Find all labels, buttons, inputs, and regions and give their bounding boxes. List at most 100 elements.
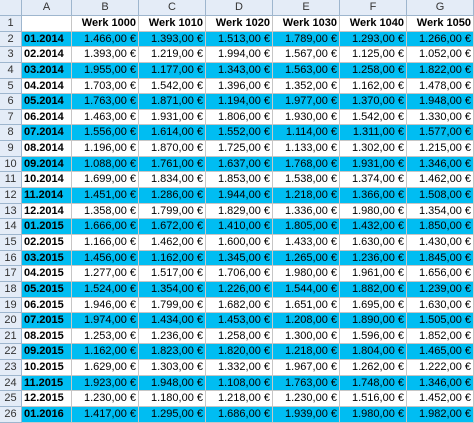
value-cell[interactable]: 1.300,00 €: [273, 328, 340, 345]
row-header[interactable]: 18: [0, 281, 22, 298]
month-cell[interactable]: 07.2014: [22, 125, 72, 142]
value-cell[interactable]: 1.258,00 €: [340, 62, 407, 79]
month-cell[interactable]: 07.2015: [22, 313, 72, 329]
value-cell[interactable]: 1.955,00 €: [72, 62, 139, 79]
month-cell[interactable]: 04.2015: [22, 266, 72, 282]
value-cell[interactable]: 1.393,00 €: [139, 31, 206, 48]
value-cell[interactable]: 1.761,00 €: [139, 156, 206, 173]
value-cell[interactable]: 1.354,00 €: [139, 281, 206, 298]
value-cell[interactable]: 1.208,00 €: [273, 313, 340, 329]
value-cell[interactable]: 1.366,00 €: [340, 188, 407, 204]
value-cell[interactable]: 1.352,00 €: [273, 78, 340, 95]
value-cell[interactable]: 1.563,00 €: [273, 62, 340, 79]
value-cell[interactable]: 1.823,00 €: [139, 344, 206, 361]
column-header[interactable]: F: [340, 0, 407, 16]
value-cell[interactable]: 1.230,00 €: [273, 391, 340, 408]
value-cell[interactable]: 1.630,00 €: [340, 234, 407, 251]
column-header[interactable]: A: [22, 0, 72, 16]
value-cell[interactable]: 1.196,00 €: [72, 141, 139, 157]
value-cell[interactable]: 1.374,00 €: [340, 172, 407, 189]
value-cell[interactable]: 1.967,00 €: [273, 360, 340, 376]
value-cell[interactable]: 1.162,00 €: [340, 78, 407, 95]
value-cell[interactable]: 1.637,00 €: [206, 156, 273, 173]
row-header[interactable]: 20: [0, 313, 22, 329]
month-cell[interactable]: 05.2015: [22, 281, 72, 298]
value-cell[interactable]: 1.162,00 €: [139, 250, 206, 267]
row-header[interactable]: 25: [0, 391, 22, 408]
value-cell[interactable]: 1.829,00 €: [206, 203, 273, 220]
value-cell[interactable]: 1.699,00 €: [72, 172, 139, 189]
value-cell[interactable]: 1.462,00 €: [407, 172, 474, 189]
value-cell[interactable]: 1.748,00 €: [340, 375, 407, 392]
value-cell[interactable]: 1.253,00 €: [72, 328, 139, 345]
value-cell[interactable]: 1.789,00 €: [273, 31, 340, 48]
value-cell[interactable]: 1.345,00 €: [206, 250, 273, 267]
row-header[interactable]: 12: [0, 188, 22, 204]
row-header[interactable]: 15: [0, 234, 22, 251]
value-cell[interactable]: 1.354,00 €: [407, 203, 474, 220]
month-cell[interactable]: 10.2015: [22, 360, 72, 376]
value-cell[interactable]: 1.125,00 €: [340, 47, 407, 63]
value-cell[interactable]: 1.980,00 €: [340, 203, 407, 220]
value-cell[interactable]: 1.656,00 €: [407, 266, 474, 282]
value-cell[interactable]: 1.544,00 €: [273, 281, 340, 298]
header-cell[interactable]: Werk 1010: [139, 16, 206, 32]
month-cell[interactable]: 02.2015: [22, 234, 72, 251]
value-cell[interactable]: 1.944,00 €: [206, 188, 273, 204]
value-cell[interactable]: 1.994,00 €: [206, 47, 273, 63]
month-cell[interactable]: 02.2014: [22, 47, 72, 63]
value-cell[interactable]: 1.923,00 €: [72, 375, 139, 392]
value-cell[interactable]: 1.177,00 €: [139, 62, 206, 79]
row-header[interactable]: 21: [0, 328, 22, 345]
header-cell[interactable]: Werk 1050: [407, 16, 474, 32]
value-cell[interactable]: 1.930,00 €: [273, 109, 340, 126]
value-cell[interactable]: 1.393,00 €: [72, 47, 139, 63]
value-cell[interactable]: 1.194,00 €: [206, 94, 273, 110]
value-cell[interactable]: 1.600,00 €: [206, 234, 273, 251]
month-cell[interactable]: 10.2014: [22, 172, 72, 189]
value-cell[interactable]: 1.330,00 €: [407, 109, 474, 126]
value-cell[interactable]: 1.931,00 €: [340, 156, 407, 173]
value-cell[interactable]: 1.114,00 €: [273, 125, 340, 142]
value-cell[interactable]: 1.961,00 €: [340, 266, 407, 282]
value-cell[interactable]: 1.980,00 €: [273, 266, 340, 282]
column-header[interactable]: B: [72, 0, 139, 16]
value-cell[interactable]: 1.452,00 €: [407, 391, 474, 408]
value-cell[interactable]: 1.577,00 €: [407, 125, 474, 142]
value-cell[interactable]: 1.852,00 €: [407, 328, 474, 345]
header-cell[interactable]: Werk 1000: [72, 16, 139, 32]
value-cell[interactable]: 1.614,00 €: [139, 125, 206, 142]
value-cell[interactable]: 1.870,00 €: [139, 141, 206, 157]
month-cell[interactable]: 01.2014: [22, 31, 72, 48]
value-cell[interactable]: 1.215,00 €: [407, 141, 474, 157]
row-header[interactable]: 8: [0, 125, 22, 142]
value-cell[interactable]: 1.980,00 €: [340, 407, 407, 423]
value-cell[interactable]: 1.939,00 €: [273, 407, 340, 423]
value-cell[interactable]: 1.218,00 €: [206, 391, 273, 408]
month-cell[interactable]: 08.2015: [22, 328, 72, 345]
row-header[interactable]: 14: [0, 219, 22, 235]
value-cell[interactable]: 1.505,00 €: [407, 313, 474, 329]
value-cell[interactable]: 1.517,00 €: [139, 266, 206, 282]
value-cell[interactable]: 1.948,00 €: [139, 375, 206, 392]
column-header[interactable]: E: [273, 0, 340, 16]
value-cell[interactable]: 1.629,00 €: [72, 360, 139, 376]
row-header[interactable]: 1: [0, 16, 22, 32]
value-cell[interactable]: 1.822,00 €: [407, 62, 474, 79]
row-header[interactable]: 26: [0, 407, 22, 423]
value-cell[interactable]: 1.706,00 €: [206, 266, 273, 282]
value-cell[interactable]: 1.417,00 €: [72, 407, 139, 423]
row-header[interactable]: 19: [0, 297, 22, 314]
value-cell[interactable]: 1.052,00 €: [407, 47, 474, 63]
value-cell[interactable]: 1.311,00 €: [340, 125, 407, 142]
value-cell[interactable]: 1.236,00 €: [139, 328, 206, 345]
column-header[interactable]: C: [139, 0, 206, 16]
value-cell[interactable]: 1.552,00 €: [206, 125, 273, 142]
value-cell[interactable]: 1.336,00 €: [273, 203, 340, 220]
value-cell[interactable]: 1.218,00 €: [273, 344, 340, 361]
value-cell[interactable]: 1.672,00 €: [139, 219, 206, 235]
column-header[interactable]: D: [206, 0, 273, 16]
value-cell[interactable]: 1.346,00 €: [407, 375, 474, 392]
column-header[interactable]: G: [407, 0, 474, 16]
value-cell[interactable]: 1.303,00 €: [139, 360, 206, 376]
